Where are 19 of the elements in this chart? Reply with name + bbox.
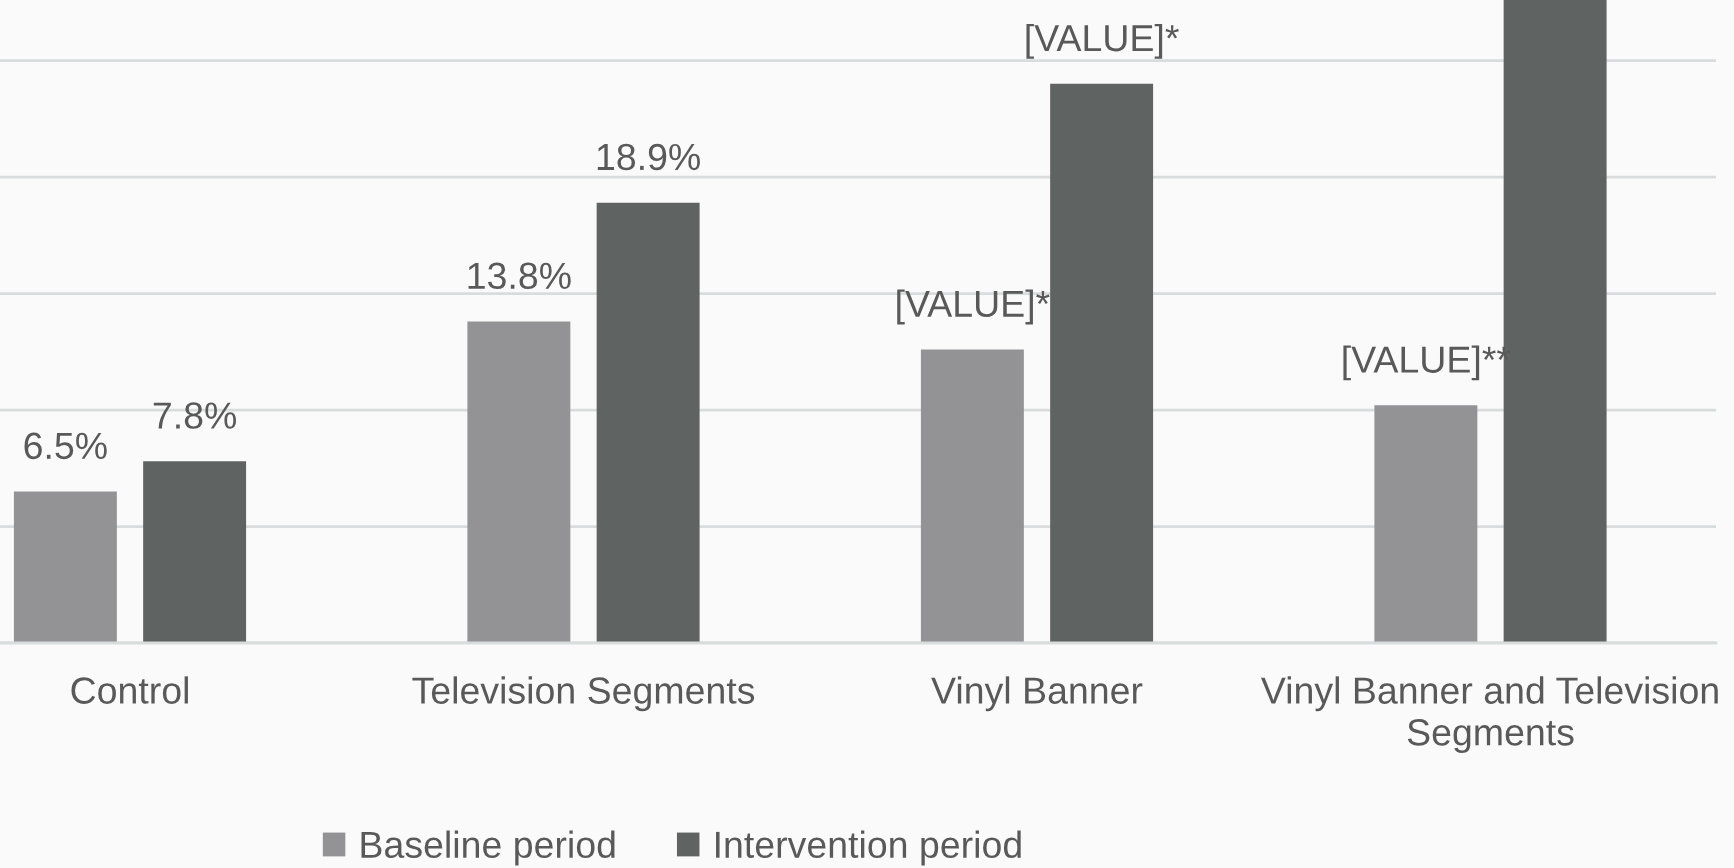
data-label: 13.8% xyxy=(468,262,571,290)
x-tick-label: Vinyl Banner and Television Segments xyxy=(1260,676,1718,754)
bar xyxy=(13,491,117,643)
bar xyxy=(1050,83,1154,643)
x-tick-label: Control xyxy=(71,676,188,704)
bar xyxy=(596,202,700,643)
x-tick-label: Vinyl Banner xyxy=(931,676,1143,712)
data-label: 6.5% xyxy=(24,432,107,460)
legend-label: Baseline period xyxy=(361,830,615,866)
legend-label: Intervention period xyxy=(716,830,1021,866)
data-label: [VALUE]* xyxy=(897,289,1050,325)
bar xyxy=(1374,405,1478,643)
x-tick-label: Television Segments xyxy=(412,676,755,712)
data-label: [VALUE]* xyxy=(1026,23,1179,59)
bar xyxy=(143,461,247,643)
data-label: 7.8% xyxy=(153,402,237,429)
bar xyxy=(467,321,571,643)
data-label: 18.9% xyxy=(597,143,700,171)
bar xyxy=(920,349,1024,643)
